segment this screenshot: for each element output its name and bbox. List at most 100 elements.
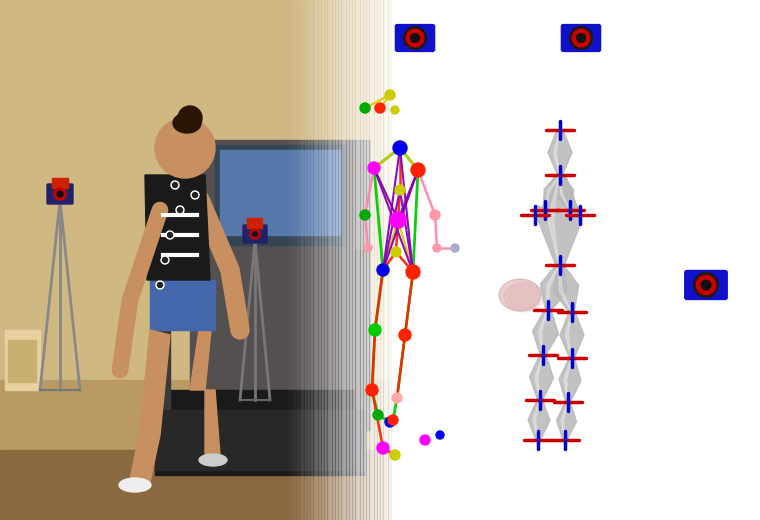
FancyBboxPatch shape xyxy=(562,24,600,51)
Circle shape xyxy=(377,264,389,276)
Bar xyxy=(333,0,337,520)
Polygon shape xyxy=(545,175,559,210)
FancyBboxPatch shape xyxy=(47,184,73,204)
Bar xyxy=(344,0,348,520)
Circle shape xyxy=(191,191,199,199)
Polygon shape xyxy=(553,264,578,313)
Bar xyxy=(280,0,283,520)
Bar xyxy=(372,0,376,520)
Circle shape xyxy=(395,185,405,195)
Bar xyxy=(356,0,359,520)
Polygon shape xyxy=(540,264,568,311)
Bar xyxy=(347,0,351,520)
Circle shape xyxy=(173,183,178,188)
Polygon shape xyxy=(528,400,550,440)
Circle shape xyxy=(385,90,395,100)
Ellipse shape xyxy=(119,478,151,492)
Circle shape xyxy=(388,415,398,425)
Ellipse shape xyxy=(199,454,227,466)
Ellipse shape xyxy=(499,279,541,311)
Bar xyxy=(404,0,407,520)
Circle shape xyxy=(399,329,411,341)
Bar xyxy=(353,0,356,520)
Circle shape xyxy=(451,244,459,252)
Polygon shape xyxy=(548,175,559,265)
Bar xyxy=(306,0,309,520)
Bar xyxy=(283,0,287,520)
Bar xyxy=(308,0,312,520)
Circle shape xyxy=(393,141,407,155)
Polygon shape xyxy=(570,210,580,216)
Circle shape xyxy=(157,282,163,288)
Bar xyxy=(190,140,370,430)
Bar xyxy=(155,410,365,470)
Bar xyxy=(294,0,298,520)
Circle shape xyxy=(178,207,182,213)
Bar xyxy=(406,0,410,520)
Bar xyxy=(155,390,365,475)
Bar xyxy=(384,0,388,520)
FancyBboxPatch shape xyxy=(243,225,267,243)
Bar xyxy=(355,250,370,430)
Bar xyxy=(319,0,323,520)
Bar xyxy=(5,330,40,390)
Bar xyxy=(397,0,401,520)
Circle shape xyxy=(696,276,716,295)
Bar xyxy=(288,0,292,520)
Polygon shape xyxy=(533,400,540,440)
Bar xyxy=(375,0,379,520)
Bar xyxy=(386,0,390,520)
FancyBboxPatch shape xyxy=(395,24,435,51)
Bar xyxy=(339,0,343,520)
Polygon shape xyxy=(556,174,574,211)
Bar xyxy=(381,0,385,520)
Polygon shape xyxy=(533,309,559,355)
Bar xyxy=(247,218,262,228)
Circle shape xyxy=(167,232,173,238)
Polygon shape xyxy=(556,402,577,440)
Bar xyxy=(220,150,340,235)
Circle shape xyxy=(569,27,593,49)
Polygon shape xyxy=(548,130,572,175)
Bar xyxy=(0,380,390,520)
Bar xyxy=(291,0,295,520)
Circle shape xyxy=(392,393,402,403)
Polygon shape xyxy=(553,130,559,175)
Circle shape xyxy=(701,280,711,290)
Circle shape xyxy=(373,410,383,420)
Circle shape xyxy=(406,265,420,279)
Bar xyxy=(215,145,345,245)
Polygon shape xyxy=(569,206,581,219)
Polygon shape xyxy=(535,355,543,400)
Bar xyxy=(0,0,390,520)
Bar xyxy=(420,0,760,520)
Bar xyxy=(297,0,301,520)
Polygon shape xyxy=(546,265,559,310)
Circle shape xyxy=(577,34,585,43)
Ellipse shape xyxy=(173,113,201,133)
Circle shape xyxy=(252,231,258,237)
Circle shape xyxy=(155,118,215,178)
Bar xyxy=(0,0,390,380)
FancyBboxPatch shape xyxy=(685,270,727,300)
Bar xyxy=(311,0,315,520)
Circle shape xyxy=(57,191,63,197)
Polygon shape xyxy=(534,205,546,219)
Polygon shape xyxy=(535,209,545,215)
Circle shape xyxy=(161,256,169,264)
Polygon shape xyxy=(205,390,220,455)
Bar xyxy=(378,0,382,520)
Circle shape xyxy=(163,257,167,263)
Bar xyxy=(316,0,320,520)
Polygon shape xyxy=(559,358,581,402)
Bar xyxy=(412,0,416,520)
Bar xyxy=(417,0,421,520)
Bar xyxy=(302,0,306,520)
Bar xyxy=(8,340,36,382)
Circle shape xyxy=(360,103,370,113)
Polygon shape xyxy=(190,290,215,390)
Bar xyxy=(299,0,303,520)
Bar xyxy=(367,0,371,520)
Polygon shape xyxy=(560,312,584,358)
Polygon shape xyxy=(543,174,562,211)
